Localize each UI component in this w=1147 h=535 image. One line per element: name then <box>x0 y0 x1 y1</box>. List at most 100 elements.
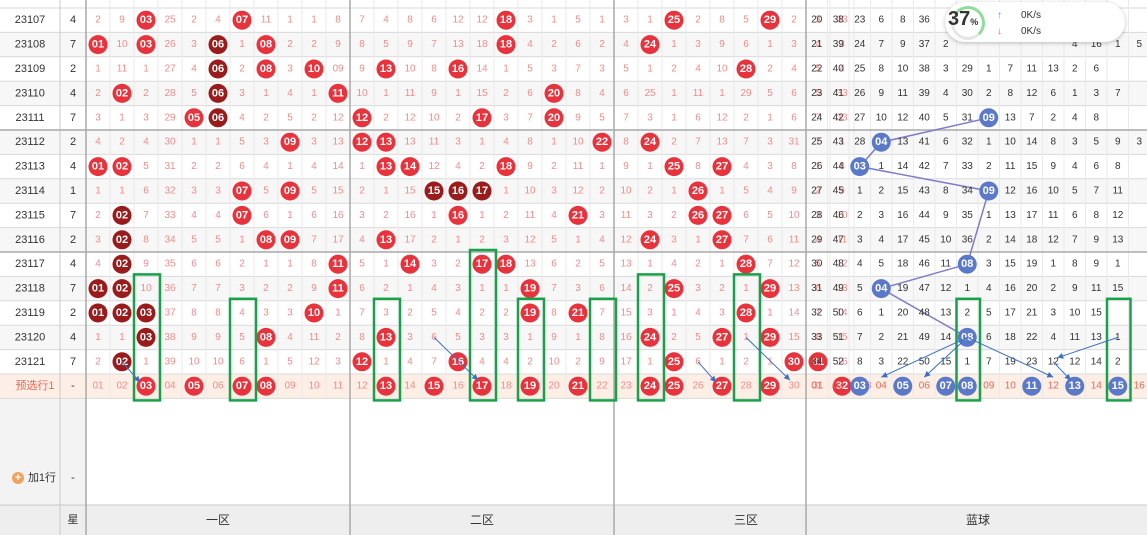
row-stripe <box>0 178 1147 204</box>
blue-miss-count: 1 <box>986 64 992 75</box>
red-ball <box>352 352 372 372</box>
blue-miss-count: 2 <box>943 39 949 50</box>
miss-count: 7 <box>551 283 557 294</box>
row-stripe <box>0 276 1147 301</box>
miss-count: 9 <box>359 64 365 75</box>
blue-miss-count: 16 <box>1026 186 1038 197</box>
preselect-label: 预选行1 <box>15 379 54 392</box>
red-ball <box>688 205 708 225</box>
miss-count: 09 <box>332 64 344 75</box>
miss-count: 33 <box>836 15 848 26</box>
download-speed: 0K/s <box>1021 26 1042 37</box>
miss-count: 37 <box>164 308 176 319</box>
blue-ball <box>979 181 999 201</box>
miss-count: 5 <box>287 112 293 123</box>
preselect-red-number: 19 <box>524 380 536 392</box>
issue-number: 23116 <box>15 234 45 246</box>
blue-miss-count: 49 <box>833 283 845 294</box>
miss-count: 8 <box>551 308 557 319</box>
row-stripe <box>0 227 1147 252</box>
red-ball <box>664 352 684 372</box>
red-ball-number: 03 <box>140 331 152 343</box>
preselect-red-option: 06 <box>212 381 224 392</box>
red-ball <box>640 327 660 347</box>
miss-count: 14 <box>476 64 488 75</box>
blue-miss-count: 1 <box>878 161 884 172</box>
miss-count: 15 <box>788 332 800 343</box>
blue-miss-count: 24 <box>854 39 866 50</box>
miss-count: 6 <box>575 39 581 50</box>
miss-count: 4 <box>599 234 605 245</box>
miss-count: 1 <box>671 39 677 50</box>
miss-count: 29 <box>164 112 176 123</box>
miss-count: 1 <box>479 283 485 294</box>
preselect-red-number: 15 <box>428 380 440 392</box>
miss-count: 5 <box>599 112 605 123</box>
miss-count: 10 <box>356 88 368 99</box>
miss-count: 7 <box>359 308 365 319</box>
miss-count: 2 <box>95 210 101 221</box>
preselect-red-option: 02 <box>116 381 128 392</box>
blue-miss-count: 13 <box>1091 332 1103 343</box>
miss-count: 15 <box>332 186 344 197</box>
red-ball-number: 11 <box>332 258 344 270</box>
miss-count: 3 <box>647 308 653 319</box>
miss-count: 3 <box>191 186 197 197</box>
miss-count: 2 <box>647 186 653 197</box>
red-ball-number: 27 <box>716 209 728 221</box>
preselect-red-number: 17 <box>476 380 488 392</box>
red-ball <box>784 352 804 372</box>
miss-count: 14 <box>332 161 344 172</box>
miss-count: 10 <box>620 186 632 197</box>
highlight-box <box>132 273 162 402</box>
preselect-blue-ball <box>1065 376 1085 396</box>
miss-count: 5 <box>527 64 533 75</box>
blue-miss-count: 44 <box>833 161 845 172</box>
red-ball <box>136 303 156 323</box>
red-ball-number: 16 <box>452 63 464 75</box>
miss-count: 11 <box>693 88 704 99</box>
miss-count: 9 <box>191 332 197 343</box>
miss-count: 1 <box>143 64 149 75</box>
miss-count: 14 <box>836 308 848 319</box>
preselect-blue-ball <box>1108 376 1128 396</box>
miss-count: 1 <box>455 234 461 245</box>
blue-miss-count: 15 <box>897 186 909 197</box>
miss-count: 29 <box>740 88 752 99</box>
preselect-red-number: 25 <box>668 380 680 392</box>
red-ball-number: 05 <box>188 112 200 124</box>
preselect-red-option: 09 <box>284 381 296 392</box>
red-ball <box>88 157 108 177</box>
star-value: 4 <box>70 331 76 343</box>
miss-count: 1 <box>455 88 461 99</box>
red-ball-number: 18 <box>500 39 512 51</box>
red-ball <box>328 83 348 103</box>
red-ball <box>112 205 132 225</box>
blue-miss-count: 46 <box>919 259 931 270</box>
red-ball-number: 18 <box>500 258 512 270</box>
miss-count: 9 <box>719 39 725 50</box>
footer-bg <box>0 505 1147 535</box>
preselect-red-option: 28 <box>740 381 752 392</box>
miss-count: 18 <box>476 39 488 50</box>
miss-count: 16 <box>620 332 632 343</box>
miss-count: 15 <box>620 308 632 319</box>
miss-count: 9 <box>839 186 845 197</box>
miss-count: 4 <box>815 234 821 245</box>
blue-miss-count: 42 <box>833 112 845 123</box>
blue-miss-count: 2 <box>986 234 992 245</box>
miss-count: 3 <box>95 234 101 245</box>
miss-count: 10 <box>188 356 200 367</box>
miss-count: 1 <box>647 15 653 26</box>
red-ball <box>400 254 420 274</box>
miss-count: 4 <box>455 308 461 319</box>
red-ball-number: 09 <box>284 234 296 246</box>
miss-count: 9 <box>575 112 581 123</box>
blue-miss-count: 13 <box>1048 64 1060 75</box>
miss-count: 9 <box>599 356 605 367</box>
blue-miss-count: 6 <box>878 15 884 26</box>
blue-miss-count: 16 <box>897 210 909 221</box>
miss-count: 10 <box>836 210 848 221</box>
miss-count: 1 <box>287 259 293 270</box>
